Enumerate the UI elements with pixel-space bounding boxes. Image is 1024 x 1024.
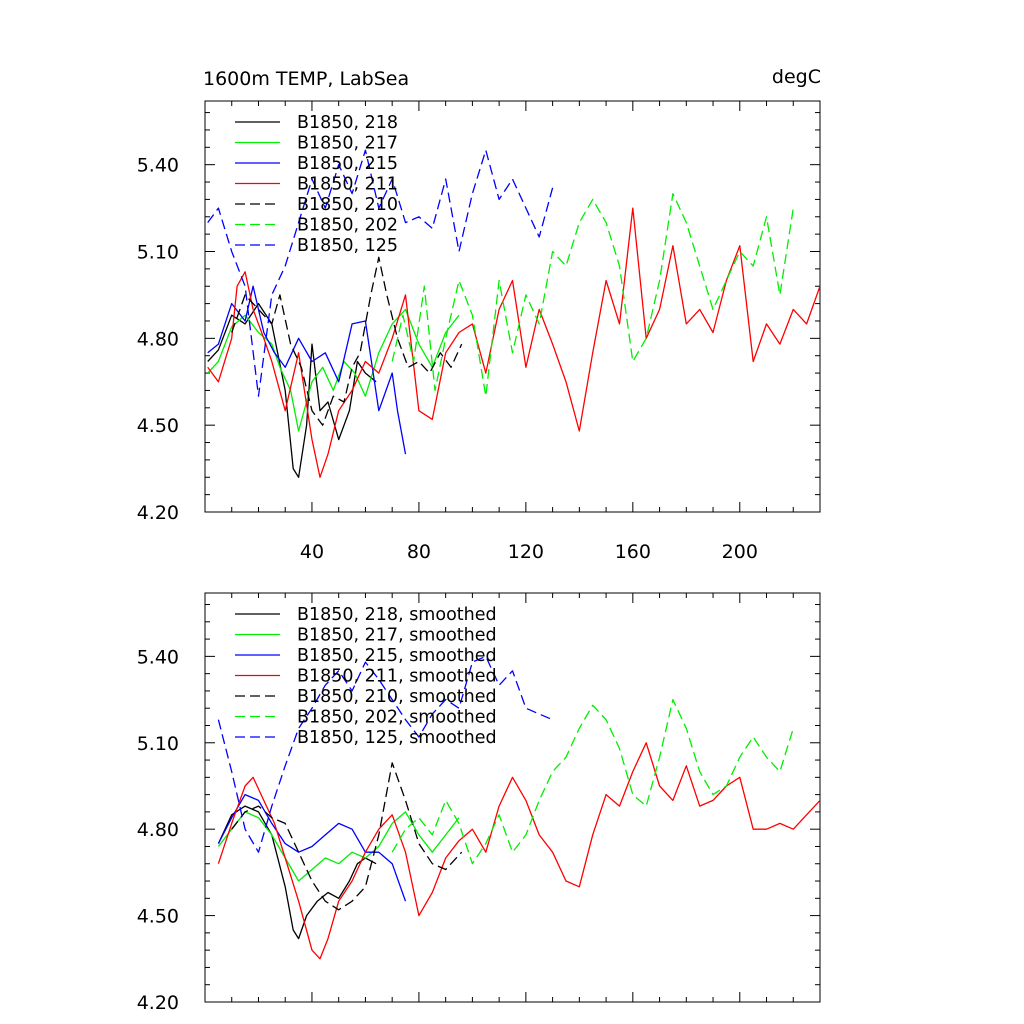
x-tick-label: 120 [508, 541, 544, 563]
series-line-3 [217, 742, 820, 960]
y-tick-label: 4.20 [137, 502, 179, 524]
series-group [207, 149, 820, 478]
series-line-1 [207, 308, 460, 432]
legend-label: B1850, 125, smoothed [297, 728, 497, 748]
chart-title: 1600m TEMP, LabSea [203, 68, 409, 90]
legend-label: B1850, 215 [297, 154, 398, 174]
y-tick-label: 5.40 [137, 155, 179, 177]
x-tick-label: 160 [615, 541, 651, 563]
series-line-4 [231, 256, 463, 426]
legend-label: B1850, 210 [297, 195, 398, 215]
y-tick-label: 4.20 [137, 992, 179, 1014]
plot-frame-1 [204, 592, 821, 1003]
x-tick-label: 80 [407, 541, 431, 563]
y-tick-label: 4.50 [137, 906, 179, 928]
series-line-6 [217, 655, 553, 853]
y-tick-label: 5.40 [137, 646, 179, 668]
series-line-5 [391, 192, 794, 397]
series-line-5 [391, 698, 794, 865]
legend-label: B1850, 211, smoothed [297, 667, 497, 687]
legend-label: B1850, 211 [297, 175, 398, 195]
y-tick-label: 4.50 [137, 415, 179, 437]
x-tick-label: 40 [300, 541, 324, 563]
series-line-2 [207, 285, 407, 455]
legend-label: B1850, 218 [297, 113, 398, 133]
legend-label: B1850, 210, smoothed [297, 687, 497, 707]
series-line-0 [207, 302, 377, 478]
series-line-1 [217, 811, 460, 882]
legend-label: B1850, 218, smoothed [297, 605, 497, 625]
top-panel: 4.20 4.50 4.80 5.10 5.40 40 80 120 160 200 1600m T… [137, 66, 821, 563]
y-tick-label: 5.10 [137, 242, 179, 264]
legend-label: B1850, 215, smoothed [297, 646, 497, 666]
plot-frame-0 [204, 100, 821, 513]
y-tick-label: 5.10 [137, 733, 179, 755]
legend-label: B1850, 217, smoothed [297, 626, 497, 646]
legend-label: B1850, 125 [297, 236, 398, 256]
series-line-4 [231, 762, 463, 911]
series-line-6 [207, 149, 554, 397]
x-tick-label: 200 [722, 541, 758, 563]
legend-label: B1850, 202 [297, 216, 398, 236]
legend-label: B1850, 217 [297, 134, 398, 154]
series-line-0 [217, 805, 377, 940]
legend-label: B1850, 202, smoothed [297, 708, 497, 728]
bottom-panel: 4.20 4.50 4.80 5.10 5.40 B1850, 218, smoothed… [137, 592, 821, 1014]
y-tick-label: 4.80 [137, 328, 179, 350]
series-group [217, 655, 820, 960]
units-label: degC [772, 66, 821, 88]
y-tick-label: 4.80 [137, 819, 179, 841]
